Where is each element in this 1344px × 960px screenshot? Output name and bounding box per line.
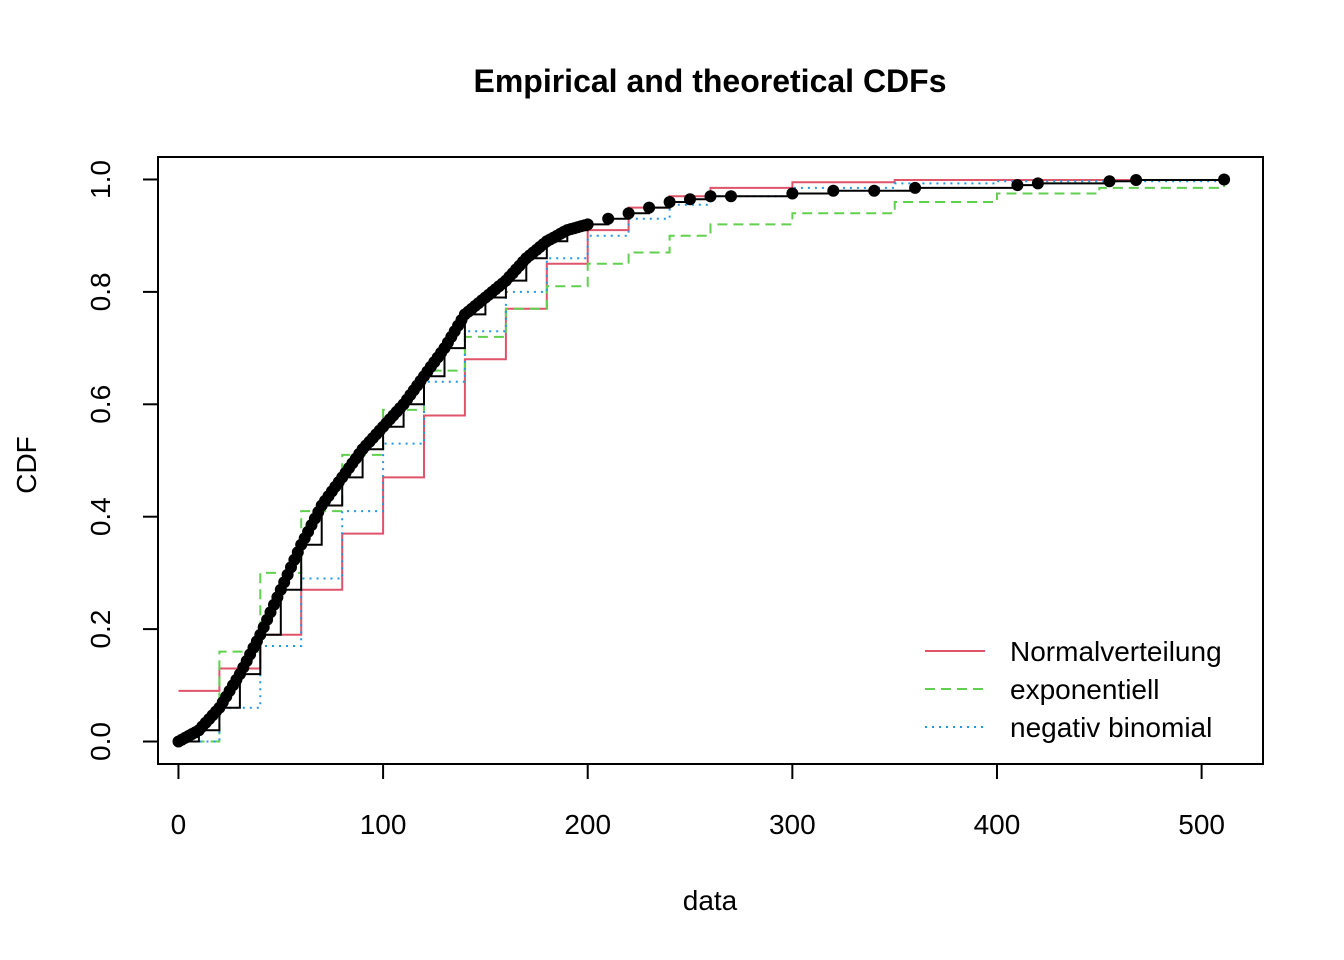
- empirical-point: [684, 193, 696, 206]
- series-line-1: [178, 182, 1226, 743]
- y-tick-label: 0.8: [85, 272, 116, 311]
- legend-label-2: negativ binomial: [1010, 712, 1212, 743]
- empirical-point: [1103, 175, 1116, 188]
- plot-frame: [157, 156, 1264, 765]
- empirical-point: [643, 201, 656, 214]
- x-tick-label: 400: [974, 809, 1021, 840]
- empirical-point: [602, 212, 615, 225]
- x-tick-label: 300: [769, 809, 816, 840]
- series-layer: [178, 179, 1226, 743]
- y-axis: 0.0 0.2 0.4 0.6 0.8 1.0: [85, 160, 159, 761]
- y-tick-label: 0.6: [85, 385, 116, 424]
- y-tick-label: 1.0: [85, 160, 116, 199]
- legend-label-1: exponentiell: [1010, 674, 1159, 705]
- series-line-0: [178, 179, 1226, 692]
- empirical-point: [1218, 173, 1231, 186]
- legend: Normalverteilung exponentiell negativ bino…: [925, 636, 1222, 743]
- x-tick-label: 0: [171, 809, 187, 840]
- empirical-point: [1130, 174, 1143, 186]
- empirical-point: [725, 190, 737, 203]
- x-tick-label: 200: [564, 809, 611, 840]
- empirical-point: [1011, 179, 1024, 192]
- x-axis-label: data: [683, 885, 738, 916]
- chart-title: Empirical and theoretical CDFs: [473, 63, 946, 99]
- empirical-point: [909, 181, 922, 194]
- y-axis-label: CDF: [11, 436, 42, 494]
- empirical-point: [868, 184, 881, 197]
- empirical-point: [663, 196, 676, 208]
- empirical-line: [178, 179, 1226, 743]
- empirical-point: [786, 187, 799, 200]
- empirical-point: [1031, 177, 1044, 190]
- x-tick-label: 100: [360, 809, 407, 840]
- empirical-layer: [172, 173, 1231, 748]
- y-tick-label: 0.2: [85, 610, 116, 649]
- legend-label-0: Normalverteilung: [1010, 636, 1222, 667]
- empirical-point: [581, 218, 594, 231]
- empirical-point: [622, 207, 635, 220]
- x-tick-label: 500: [1178, 809, 1225, 840]
- empirical-point: [704, 190, 717, 203]
- empirical-point: [827, 184, 840, 197]
- y-tick-label: 0.4: [85, 497, 116, 536]
- x-axis: 0 100 200 300 400 500: [171, 763, 1225, 840]
- y-tick-label: 0.0: [85, 722, 116, 761]
